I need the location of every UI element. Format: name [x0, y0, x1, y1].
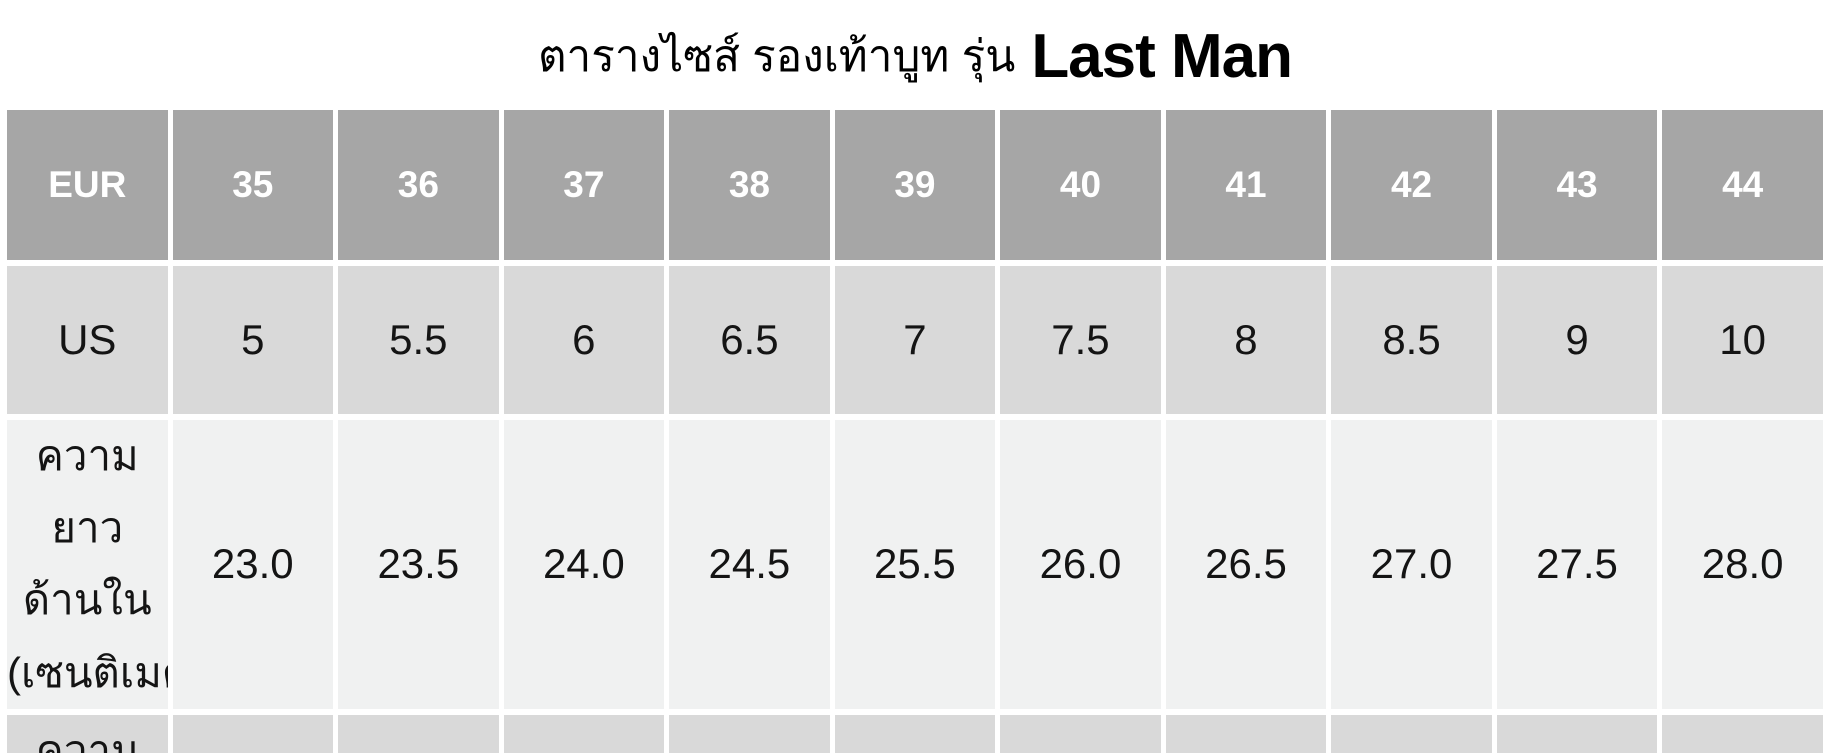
- title-thai-text: ตารางไซส์ รองเท้าบูท รุ่น: [537, 31, 1016, 81]
- table-cell: 27.0: [1496, 714, 1658, 753]
- table-cell: 9: [1496, 266, 1658, 414]
- table-cell: 24.0: [669, 714, 830, 753]
- header-cell-size: 40: [1000, 110, 1161, 260]
- table-cell: 26.5: [1331, 714, 1492, 753]
- table-cell: 26.0: [1000, 420, 1161, 709]
- row-label-line: (เซนติเมตร): [7, 648, 168, 696]
- row-label-inner-length: ความยาว ด้านใน (เซนติเมตร): [7, 420, 168, 709]
- header-cell-size: 44: [1662, 110, 1823, 260]
- header-cell-size: 39: [834, 110, 996, 260]
- row-label-line: ความยาว: [35, 726, 139, 753]
- table-cell: 6: [503, 266, 665, 414]
- table-cell: 25.5: [834, 420, 996, 709]
- table-cell: 24.5: [669, 420, 830, 709]
- table-cell: 22.5: [172, 714, 334, 753]
- table-cell: 26.5: [1165, 420, 1327, 709]
- row-label-foot-length: ความยาว เท้า (เซนติเมตร): [7, 714, 168, 753]
- table-cell: 23.5: [503, 714, 665, 753]
- table-cell: 28.0: [1662, 420, 1823, 709]
- table-cell: 23.0: [338, 714, 499, 753]
- title-model-name: Last Man: [1031, 22, 1293, 91]
- size-chart-table: EUR 35 36 37 38 39 40 41 42 43 44 US 5 5…: [2, 104, 1828, 753]
- page-title: ตารางไซส์ รองเท้าบูท รุ่น Last Man: [0, 0, 1830, 104]
- table-cell: 8: [1165, 266, 1327, 414]
- table-cell: 6.5: [669, 266, 830, 414]
- table-cell: 24.0: [503, 420, 665, 709]
- table-cell: 25.5: [1000, 714, 1161, 753]
- table-cell: 27.5: [1662, 714, 1823, 753]
- table-cell: 27.0: [1331, 420, 1492, 709]
- row-label-line: ความยาว: [35, 432, 139, 552]
- header-cell-size: 43: [1496, 110, 1658, 260]
- table-cell: 7: [834, 266, 996, 414]
- inner-length-row: ความยาว ด้านใน (เซนติเมตร) 23.0 23.5 24.…: [7, 420, 1823, 709]
- header-cell-eur: EUR: [7, 110, 168, 260]
- row-label-us: US: [7, 266, 168, 414]
- row-label-line: ด้านใน: [22, 576, 152, 624]
- table-cell: 25.0: [834, 714, 996, 753]
- table-cell: 26.0: [1165, 714, 1327, 753]
- table-cell: 27.5: [1496, 420, 1658, 709]
- header-cell-size: 38: [669, 110, 830, 260]
- table-cell: 7.5: [1000, 266, 1161, 414]
- table-cell: 5: [172, 266, 334, 414]
- table-cell: 5.5: [338, 266, 499, 414]
- us-size-row: US 5 5.5 6 6.5 7 7.5 8 8.5 9 10: [7, 266, 1823, 414]
- header-cell-size: 42: [1331, 110, 1492, 260]
- header-cell-size: 36: [338, 110, 499, 260]
- table-cell: 10: [1662, 266, 1823, 414]
- table-cell: 23.5: [338, 420, 499, 709]
- foot-length-row: ความยาว เท้า (เซนติเมตร) 22.5 23.0 23.5 …: [7, 714, 1823, 753]
- header-cell-size: 41: [1165, 110, 1327, 260]
- table-cell: 8.5: [1331, 266, 1492, 414]
- table-cell: 23.0: [172, 420, 334, 709]
- eur-header-row: EUR 35 36 37 38 39 40 41 42 43 44: [7, 110, 1823, 260]
- header-cell-size: 35: [172, 110, 334, 260]
- header-cell-size: 37: [503, 110, 665, 260]
